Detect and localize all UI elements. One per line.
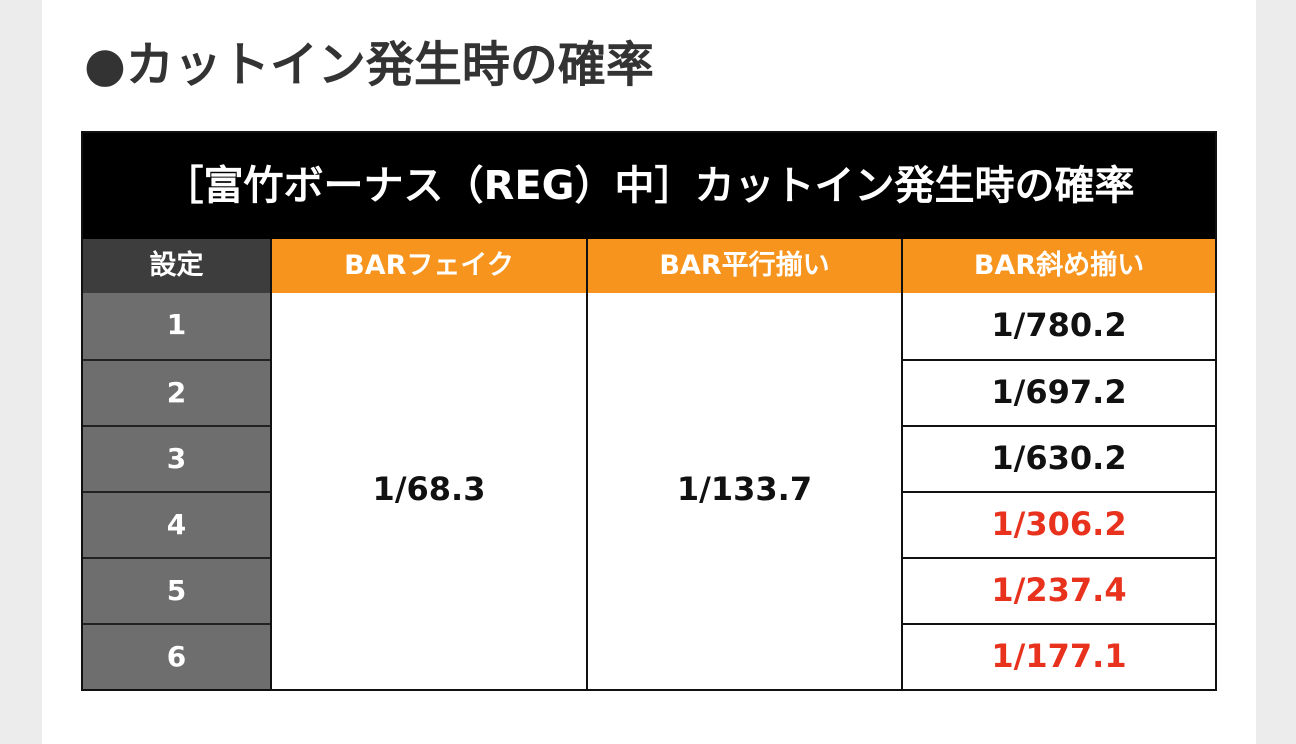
header-bar-diagonal: BAR斜め揃い (901, 239, 1215, 293)
bar-diagonal-value-high: 1/306.2 (901, 491, 1215, 557)
bar-diagonal-value: 1/630.2 (901, 425, 1215, 491)
header-setting: 設定 (83, 239, 270, 293)
header-bar-fake: BARフェイク (270, 239, 586, 293)
bar-diagonal-value: 1/780.2 (901, 293, 1215, 359)
table-title: ［富竹ボーナス（REG）中］カットイン発生時の確率 (83, 133, 1215, 239)
bar-diagonal-value-high: 1/177.1 (901, 623, 1215, 689)
header-bar-parallel: BAR平行揃い (586, 239, 901, 293)
page-heading: ●カットイン発生時の確率 (84, 37, 654, 93)
setting-cell: 4 (83, 491, 270, 557)
bar-fake-value: 1/68.3 (270, 293, 586, 689)
bar-diagonal-value-high: 1/237.4 (901, 557, 1215, 623)
setting-cell: 3 (83, 425, 270, 491)
setting-cell: 1 (83, 293, 270, 359)
bar-parallel-value: 1/133.7 (586, 293, 901, 689)
setting-cell: 6 (83, 623, 270, 689)
probability-table: ［富竹ボーナス（REG）中］カットイン発生時の確率 設定 BARフェイク BAR… (81, 131, 1217, 691)
setting-cell: 5 (83, 557, 270, 623)
setting-cell: 2 (83, 359, 270, 425)
bar-diagonal-value: 1/697.2 (901, 359, 1215, 425)
